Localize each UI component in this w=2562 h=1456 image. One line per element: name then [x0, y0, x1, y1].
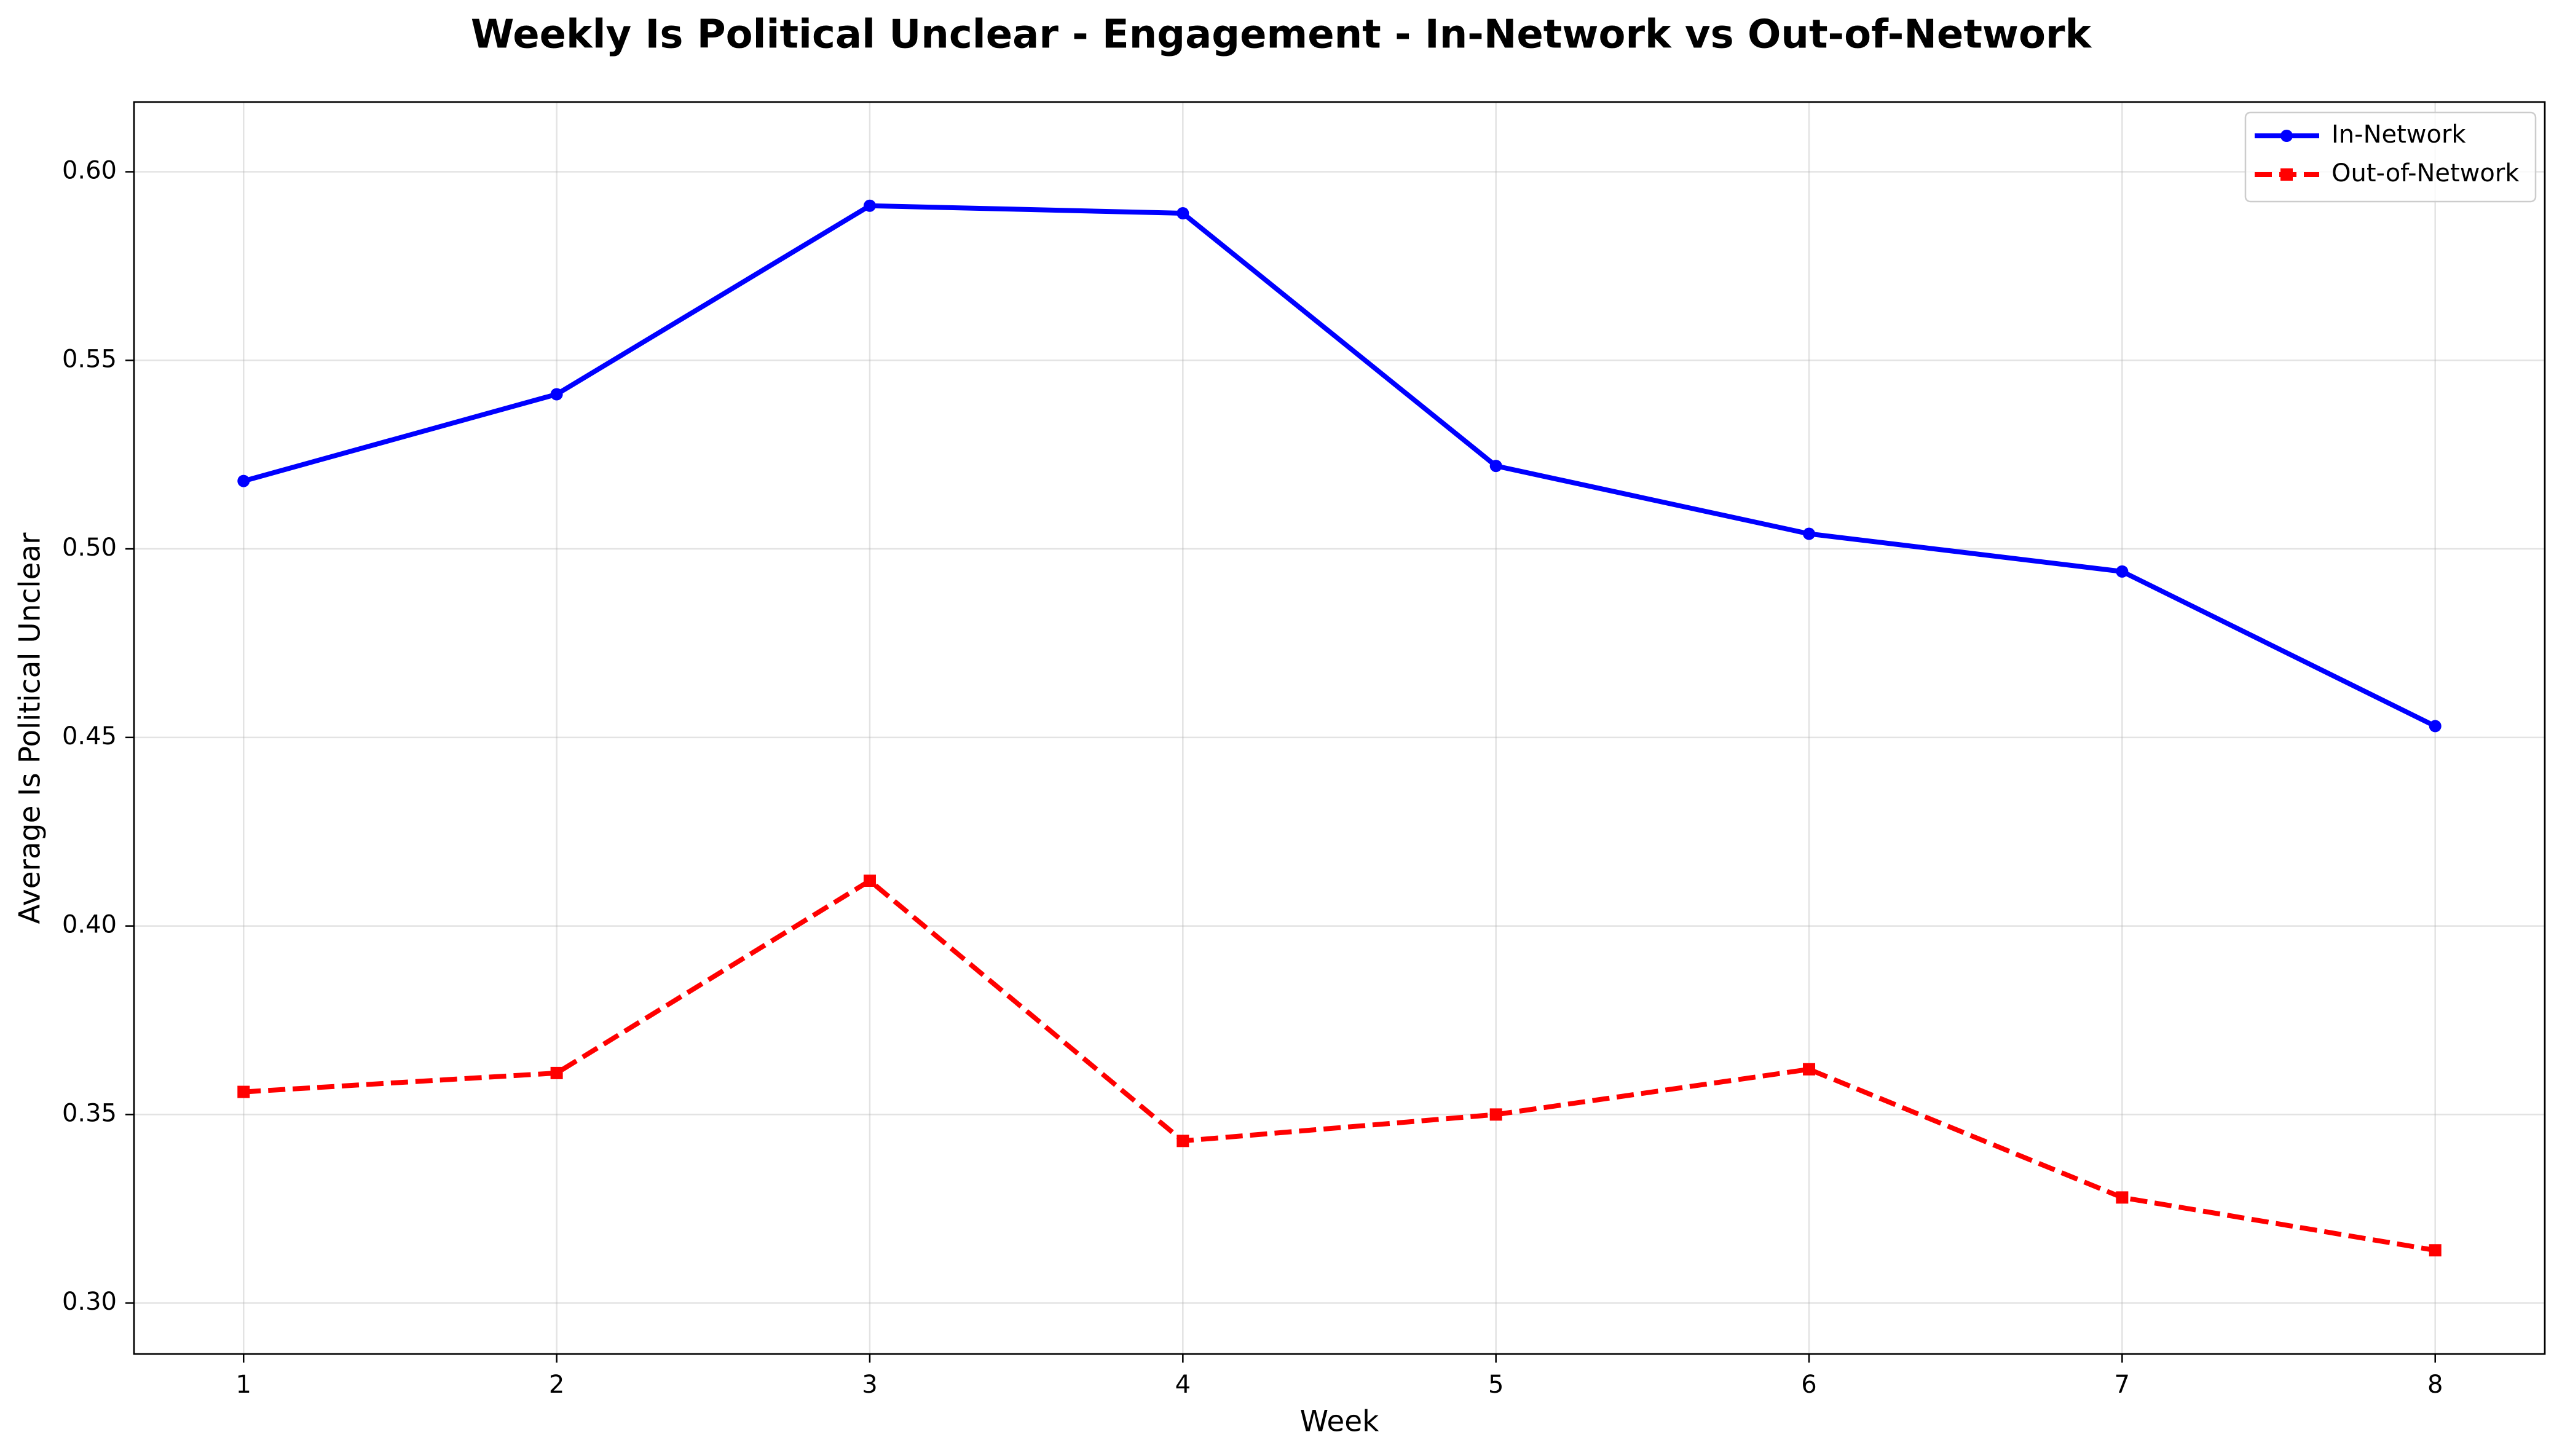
data-point-out-of-network: [863, 874, 876, 887]
data-point-out-of-network: [2429, 1244, 2442, 1257]
data-point-out-of-network: [550, 1066, 563, 1079]
data-point-in-network: [2429, 720, 2442, 733]
x-tick-label: 4: [1175, 1371, 1191, 1399]
x-tick-label: 2: [549, 1371, 564, 1399]
legend-label-in-network: In-Network: [2331, 120, 2466, 149]
x-tick-label: 6: [1801, 1371, 1816, 1399]
y-axis-label: Average Is Political Unclear: [14, 532, 47, 924]
data-point-in-network: [237, 474, 250, 487]
x-tick-label: 1: [236, 1371, 251, 1399]
data-point-out-of-network: [1177, 1135, 1189, 1147]
legend-marker-out-of-network: [2280, 168, 2293, 181]
data-point-out-of-network: [237, 1085, 250, 1098]
axes-frame: [133, 101, 2546, 1355]
data-point-out-of-network: [1803, 1063, 1816, 1076]
data-point-out-of-network: [2116, 1191, 2129, 1204]
plot-series: [237, 199, 2442, 1257]
y-tick-label: 0.50: [62, 533, 117, 562]
data-point-in-network: [863, 199, 876, 212]
y-tick-label: 0.60: [62, 157, 117, 185]
x-tick-label: 7: [2115, 1371, 2130, 1399]
series-line-in-network: [243, 203, 2437, 728]
series-line-out-of-network: [243, 878, 2436, 1253]
chart-title: Weekly Is Political Unclear - Engagement…: [471, 12, 2092, 58]
legend: In-Network Out-of-Network: [2244, 111, 2537, 203]
axis-ticks: 1 2 3 4 5 6 7 8 0.30 0.35 0.40 0.45 0.50 0.55 0.60: [62, 157, 2443, 1399]
data-point-out-of-network: [1489, 1108, 1502, 1121]
data-point-in-network: [550, 388, 563, 401]
x-tick-label: 3: [862, 1371, 877, 1399]
y-tick-label: 0.55: [62, 345, 117, 373]
y-tick-label: 0.30: [62, 1288, 117, 1316]
legend-label-out-of-network: Out-of-Network: [2331, 159, 2520, 187]
data-point-in-network: [2116, 565, 2129, 578]
x-tick-label: 5: [1488, 1371, 1504, 1399]
x-tick-label: 8: [2427, 1371, 2443, 1399]
data-point-in-network: [1489, 460, 1502, 473]
x-axis-label: Week: [1300, 1405, 1380, 1439]
y-tick-label: 0.35: [62, 1099, 117, 1127]
data-point-in-network: [1803, 527, 1816, 540]
legend-marker-in-network: [2280, 130, 2293, 142]
data-point-in-network: [1177, 207, 1189, 219]
y-tick-label: 0.40: [62, 911, 117, 939]
y-tick-label: 0.45: [62, 722, 117, 750]
grid: [134, 102, 2545, 1354]
